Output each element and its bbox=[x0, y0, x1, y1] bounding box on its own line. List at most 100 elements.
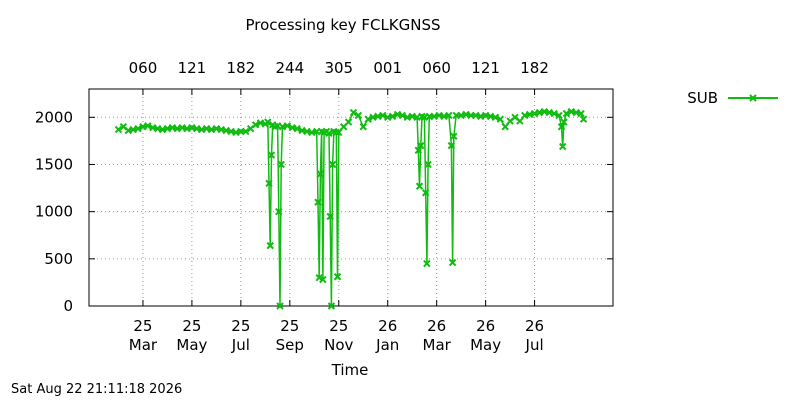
x-tick-year: 25 bbox=[231, 317, 250, 335]
data-point-marker bbox=[242, 127, 250, 136]
data-point-marker bbox=[325, 129, 333, 138]
x-tick-year: 25 bbox=[280, 317, 299, 335]
x-tick-month: May bbox=[176, 336, 207, 354]
data-point-marker bbox=[328, 160, 337, 169]
data-point-marker bbox=[448, 258, 457, 267]
data-point-marker bbox=[293, 124, 301, 133]
top-tick-label: 060 bbox=[422, 59, 451, 77]
data-point-marker bbox=[398, 111, 407, 120]
data-point-marker bbox=[114, 125, 123, 134]
y-tick-label: 500 bbox=[44, 250, 73, 268]
top-tick-label: 182 bbox=[227, 59, 256, 77]
plot-frame bbox=[88, 88, 614, 307]
data-point-marker bbox=[315, 273, 323, 282]
axis-ticks bbox=[89, 89, 613, 307]
data-point-marker bbox=[516, 117, 524, 125]
data-point-marker bbox=[562, 109, 571, 118]
data-point-marker bbox=[364, 115, 372, 123]
legend-marker-x bbox=[749, 94, 757, 102]
data-point-marker bbox=[555, 111, 563, 120]
data-point-marker bbox=[423, 259, 431, 268]
data-point-marker bbox=[264, 118, 272, 126]
data-point-marker bbox=[335, 128, 343, 137]
footer-timestamp: Sat Aug 22 21:11:18 2026 bbox=[11, 382, 183, 397]
x-tick-month: Jan bbox=[375, 336, 399, 354]
data-point-marker bbox=[266, 241, 274, 250]
data-point-marker bbox=[265, 179, 273, 188]
x-tick-year: 25 bbox=[329, 317, 348, 335]
legend-label-sub: SUB bbox=[687, 89, 718, 107]
data-point-marker bbox=[559, 142, 567, 151]
data-point-marker bbox=[424, 160, 432, 169]
data-point-marker bbox=[276, 302, 284, 310]
data-point-marker bbox=[415, 182, 424, 190]
data-point-marker bbox=[314, 198, 322, 206]
x-tick-year: 25 bbox=[133, 317, 152, 335]
y-tick-label: 2000 bbox=[35, 108, 73, 126]
grid-lines bbox=[89, 89, 613, 306]
top-tick-label: 244 bbox=[275, 59, 304, 77]
data-point-marker bbox=[344, 118, 353, 126]
top-tick-label: 121 bbox=[178, 59, 207, 77]
y-tick-label: 0 bbox=[63, 297, 73, 315]
x-tick-month: Mar bbox=[423, 336, 452, 354]
top-tick-label: 182 bbox=[520, 59, 549, 77]
x-tick-month: Mar bbox=[129, 336, 158, 354]
data-point-marker bbox=[333, 273, 342, 281]
y-tick-labels: 0 500 1000 1500 2000 bbox=[35, 108, 73, 315]
data-point-marker bbox=[267, 151, 276, 159]
legend: SUB bbox=[687, 89, 778, 107]
x-tick-year: 25 bbox=[182, 317, 201, 335]
data-point-marker bbox=[359, 123, 367, 131]
data-point-marker bbox=[579, 115, 588, 123]
data-point-marker bbox=[447, 141, 456, 150]
data-point-marker bbox=[550, 109, 558, 118]
x-tick-labels: 25Mar25May25Jul25Sep25Nov26Jan26Mar26May… bbox=[129, 317, 544, 354]
data-point-marker bbox=[326, 212, 334, 221]
data-point-marker bbox=[327, 302, 336, 310]
x-tick-year: 26 bbox=[476, 317, 495, 335]
x-tick-year: 26 bbox=[525, 317, 544, 335]
data-point-marker bbox=[379, 111, 387, 120]
top-tick-label: 121 bbox=[471, 59, 500, 77]
data-point-marker bbox=[450, 132, 458, 140]
data-point-marker bbox=[275, 207, 283, 216]
x-tick-month: Nov bbox=[324, 336, 353, 354]
data-point-marker bbox=[349, 108, 358, 117]
data-point-marker bbox=[319, 275, 327, 284]
data-point-marker bbox=[144, 122, 152, 130]
top-tick-label: 305 bbox=[324, 59, 353, 77]
x-tick-month: Jul bbox=[525, 336, 544, 354]
x-tick-year: 26 bbox=[378, 317, 397, 335]
x-tick-year: 26 bbox=[427, 317, 446, 335]
data-point-marker bbox=[354, 111, 363, 120]
data-point-marker bbox=[557, 123, 566, 131]
chart-title: Processing key FCLKGNSS bbox=[245, 16, 440, 34]
data-point-marker bbox=[134, 124, 142, 133]
data-point-marker bbox=[501, 123, 509, 131]
y-tick-label: 1500 bbox=[35, 155, 73, 173]
data-point-marker bbox=[445, 111, 453, 120]
data-point-marker bbox=[277, 160, 285, 169]
data-point-marker bbox=[388, 112, 397, 121]
legend-marker-sub bbox=[749, 94, 757, 102]
x-tick-month: Sep bbox=[276, 336, 304, 354]
data-point-marker bbox=[332, 128, 341, 137]
data-point-marker bbox=[316, 170, 325, 178]
x-tick-month: May bbox=[470, 336, 501, 354]
data-point-marker bbox=[251, 121, 260, 129]
top-tick-labels: 060 121 182 244 305 001 060 121 182 bbox=[129, 59, 549, 77]
top-tick-label: 060 bbox=[129, 59, 158, 77]
series-group bbox=[114, 107, 588, 310]
x-tick-month: Jul bbox=[231, 336, 250, 354]
y-tick-label: 1000 bbox=[35, 203, 73, 221]
data-point-marker bbox=[491, 113, 500, 122]
top-tick-label: 001 bbox=[373, 59, 402, 77]
x-axis-label: Time bbox=[331, 361, 369, 379]
data-point-marker bbox=[496, 115, 505, 123]
data-point-marker bbox=[417, 141, 425, 150]
data-point-marker bbox=[577, 109, 585, 118]
data-point-marker bbox=[560, 118, 568, 126]
data-point-marker bbox=[421, 189, 430, 197]
